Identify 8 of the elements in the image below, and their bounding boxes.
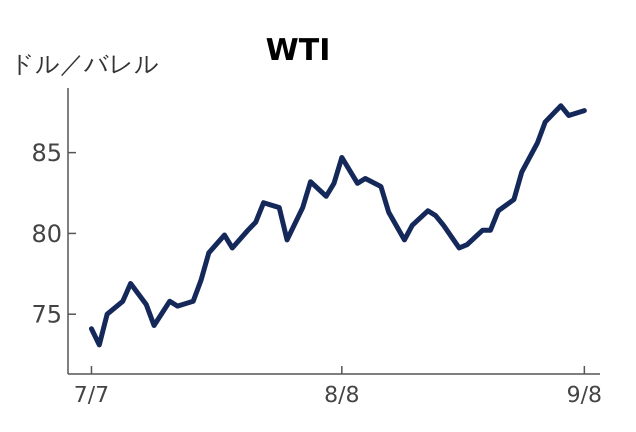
- y-tick-label: 80: [31, 220, 62, 248]
- y-tick-label: 75: [31, 300, 62, 329]
- chart-title: WTI: [266, 33, 330, 68]
- y-axis-title: ドル／バレル: [10, 50, 159, 78]
- x-tick-label: 9/8: [566, 383, 602, 408]
- x-tick-label: 8/8: [324, 383, 360, 408]
- y-tick-label: 85: [31, 139, 62, 168]
- x-tick-label: 7/7: [74, 383, 110, 408]
